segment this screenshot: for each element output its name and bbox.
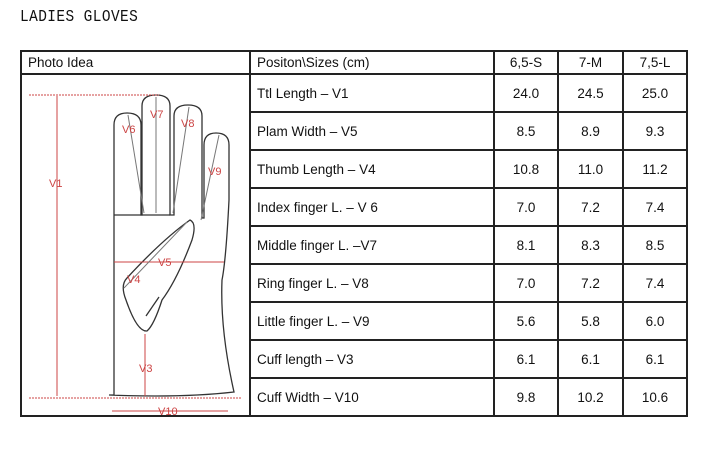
cell-s: 9.8 <box>493 377 559 417</box>
table-row: Ring finger L. – V8 7.0 7.2 7.4 <box>21 263 688 303</box>
table-row: Plam Width – V5 8.5 8.9 9.3 <box>21 111 688 151</box>
cell-s: 6.1 <box>493 339 559 379</box>
cell-s: 5.6 <box>493 301 559 341</box>
label-v7: V7 <box>150 109 163 121</box>
table-row: Index finger L. – V 6 7.0 7.2 7.4 <box>21 187 688 227</box>
row-label: Ring finger L. – V8 <box>249 263 495 303</box>
row-label: Little finger L. – V9 <box>249 301 495 341</box>
cell-m: 6.1 <box>557 339 624 379</box>
cell-m: 7.2 <box>557 187 624 227</box>
label-v3: V3 <box>139 363 152 375</box>
cell-s: 10.8 <box>493 149 559 189</box>
cell-l: 6.0 <box>622 301 688 341</box>
cell-s: 7.0 <box>493 263 559 303</box>
cell-l: 8.5 <box>622 225 688 265</box>
row-label: Cuff Width – V10 <box>249 377 495 417</box>
label-v10: V10 <box>158 406 178 418</box>
glove-diagram-cell: V1 V5 V4 V3 V10 V6 V7 V8 V9 <box>20 73 251 418</box>
cell-l: 7.4 <box>622 187 688 227</box>
cell-s: 7.0 <box>493 187 559 227</box>
size-chart-table: Photo Idea Positon\Sizes (cm) 6,5-S 7-M … <box>20 50 688 418</box>
cell-m: 10.2 <box>557 377 624 417</box>
cell-l: 7.4 <box>622 263 688 303</box>
page-title: LADIES GLOVES <box>20 8 139 27</box>
label-v9: V9 <box>208 166 221 178</box>
header-row: Photo Idea Positon\Sizes (cm) 6,5-S 7-M … <box>20 50 688 75</box>
cell-m: 11.0 <box>557 149 624 189</box>
header-position: Positon\Sizes (cm) <box>249 50 495 75</box>
table-row: Little finger L. – V9 5.6 5.8 6.0 <box>21 301 688 341</box>
cell-l: 6.1 <box>622 339 688 379</box>
label-v5: V5 <box>158 257 171 269</box>
header-size-l: 7,5-L <box>622 50 688 75</box>
row-label: Index finger L. – V 6 <box>249 187 495 227</box>
cell-m: 7.2 <box>557 263 624 303</box>
row-label: Ttl Length – V1 <box>249 73 495 113</box>
row-label: Plam Width – V5 <box>249 111 495 151</box>
cell-s: 24.0 <box>493 73 559 113</box>
cell-l: 10.6 <box>622 377 688 417</box>
glove-outline <box>108 94 235 397</box>
label-v4: V4 <box>127 274 140 286</box>
label-v8: V8 <box>181 118 194 130</box>
row-label: Thumb Length – V4 <box>249 149 495 189</box>
table-row: V1 V5 V4 V3 V10 V6 V7 V8 V9 Ttl Length –… <box>20 73 688 418</box>
label-v1: V1 <box>49 178 62 190</box>
table-row: Cuff Width – V10 9.8 10.2 10.6 <box>21 377 688 417</box>
cell-m: 8.9 <box>557 111 624 151</box>
table-row: Thumb Length – V4 10.8 11.0 11.2 <box>21 149 688 189</box>
dimension-lines <box>29 94 242 412</box>
cell-s: 8.1 <box>493 225 559 265</box>
cell-l: 25.0 <box>622 73 688 113</box>
table-row: Middle finger L. –V7 8.1 8.3 8.5 <box>21 225 688 265</box>
row-label: Cuff length – V3 <box>249 339 495 379</box>
table-row: Cuff length – V3 6.1 6.1 6.1 <box>21 339 688 379</box>
cell-s: 8.5 <box>493 111 559 151</box>
header-size-m: 7-M <box>557 50 624 75</box>
header-photo: Photo Idea <box>20 50 251 75</box>
cell-l: 9.3 <box>622 111 688 151</box>
cell-m: 8.3 <box>557 225 624 265</box>
row-label: Middle finger L. –V7 <box>249 225 495 265</box>
glove-diagram: V1 V5 V4 V3 V10 V6 V7 V8 V9 <box>29 94 242 418</box>
label-v6: V6 <box>122 124 135 136</box>
cell-l: 11.2 <box>622 149 688 189</box>
cell-m: 24.5 <box>557 73 624 113</box>
cell-m: 5.8 <box>557 301 624 341</box>
header-size-s: 6,5-S <box>493 50 559 75</box>
